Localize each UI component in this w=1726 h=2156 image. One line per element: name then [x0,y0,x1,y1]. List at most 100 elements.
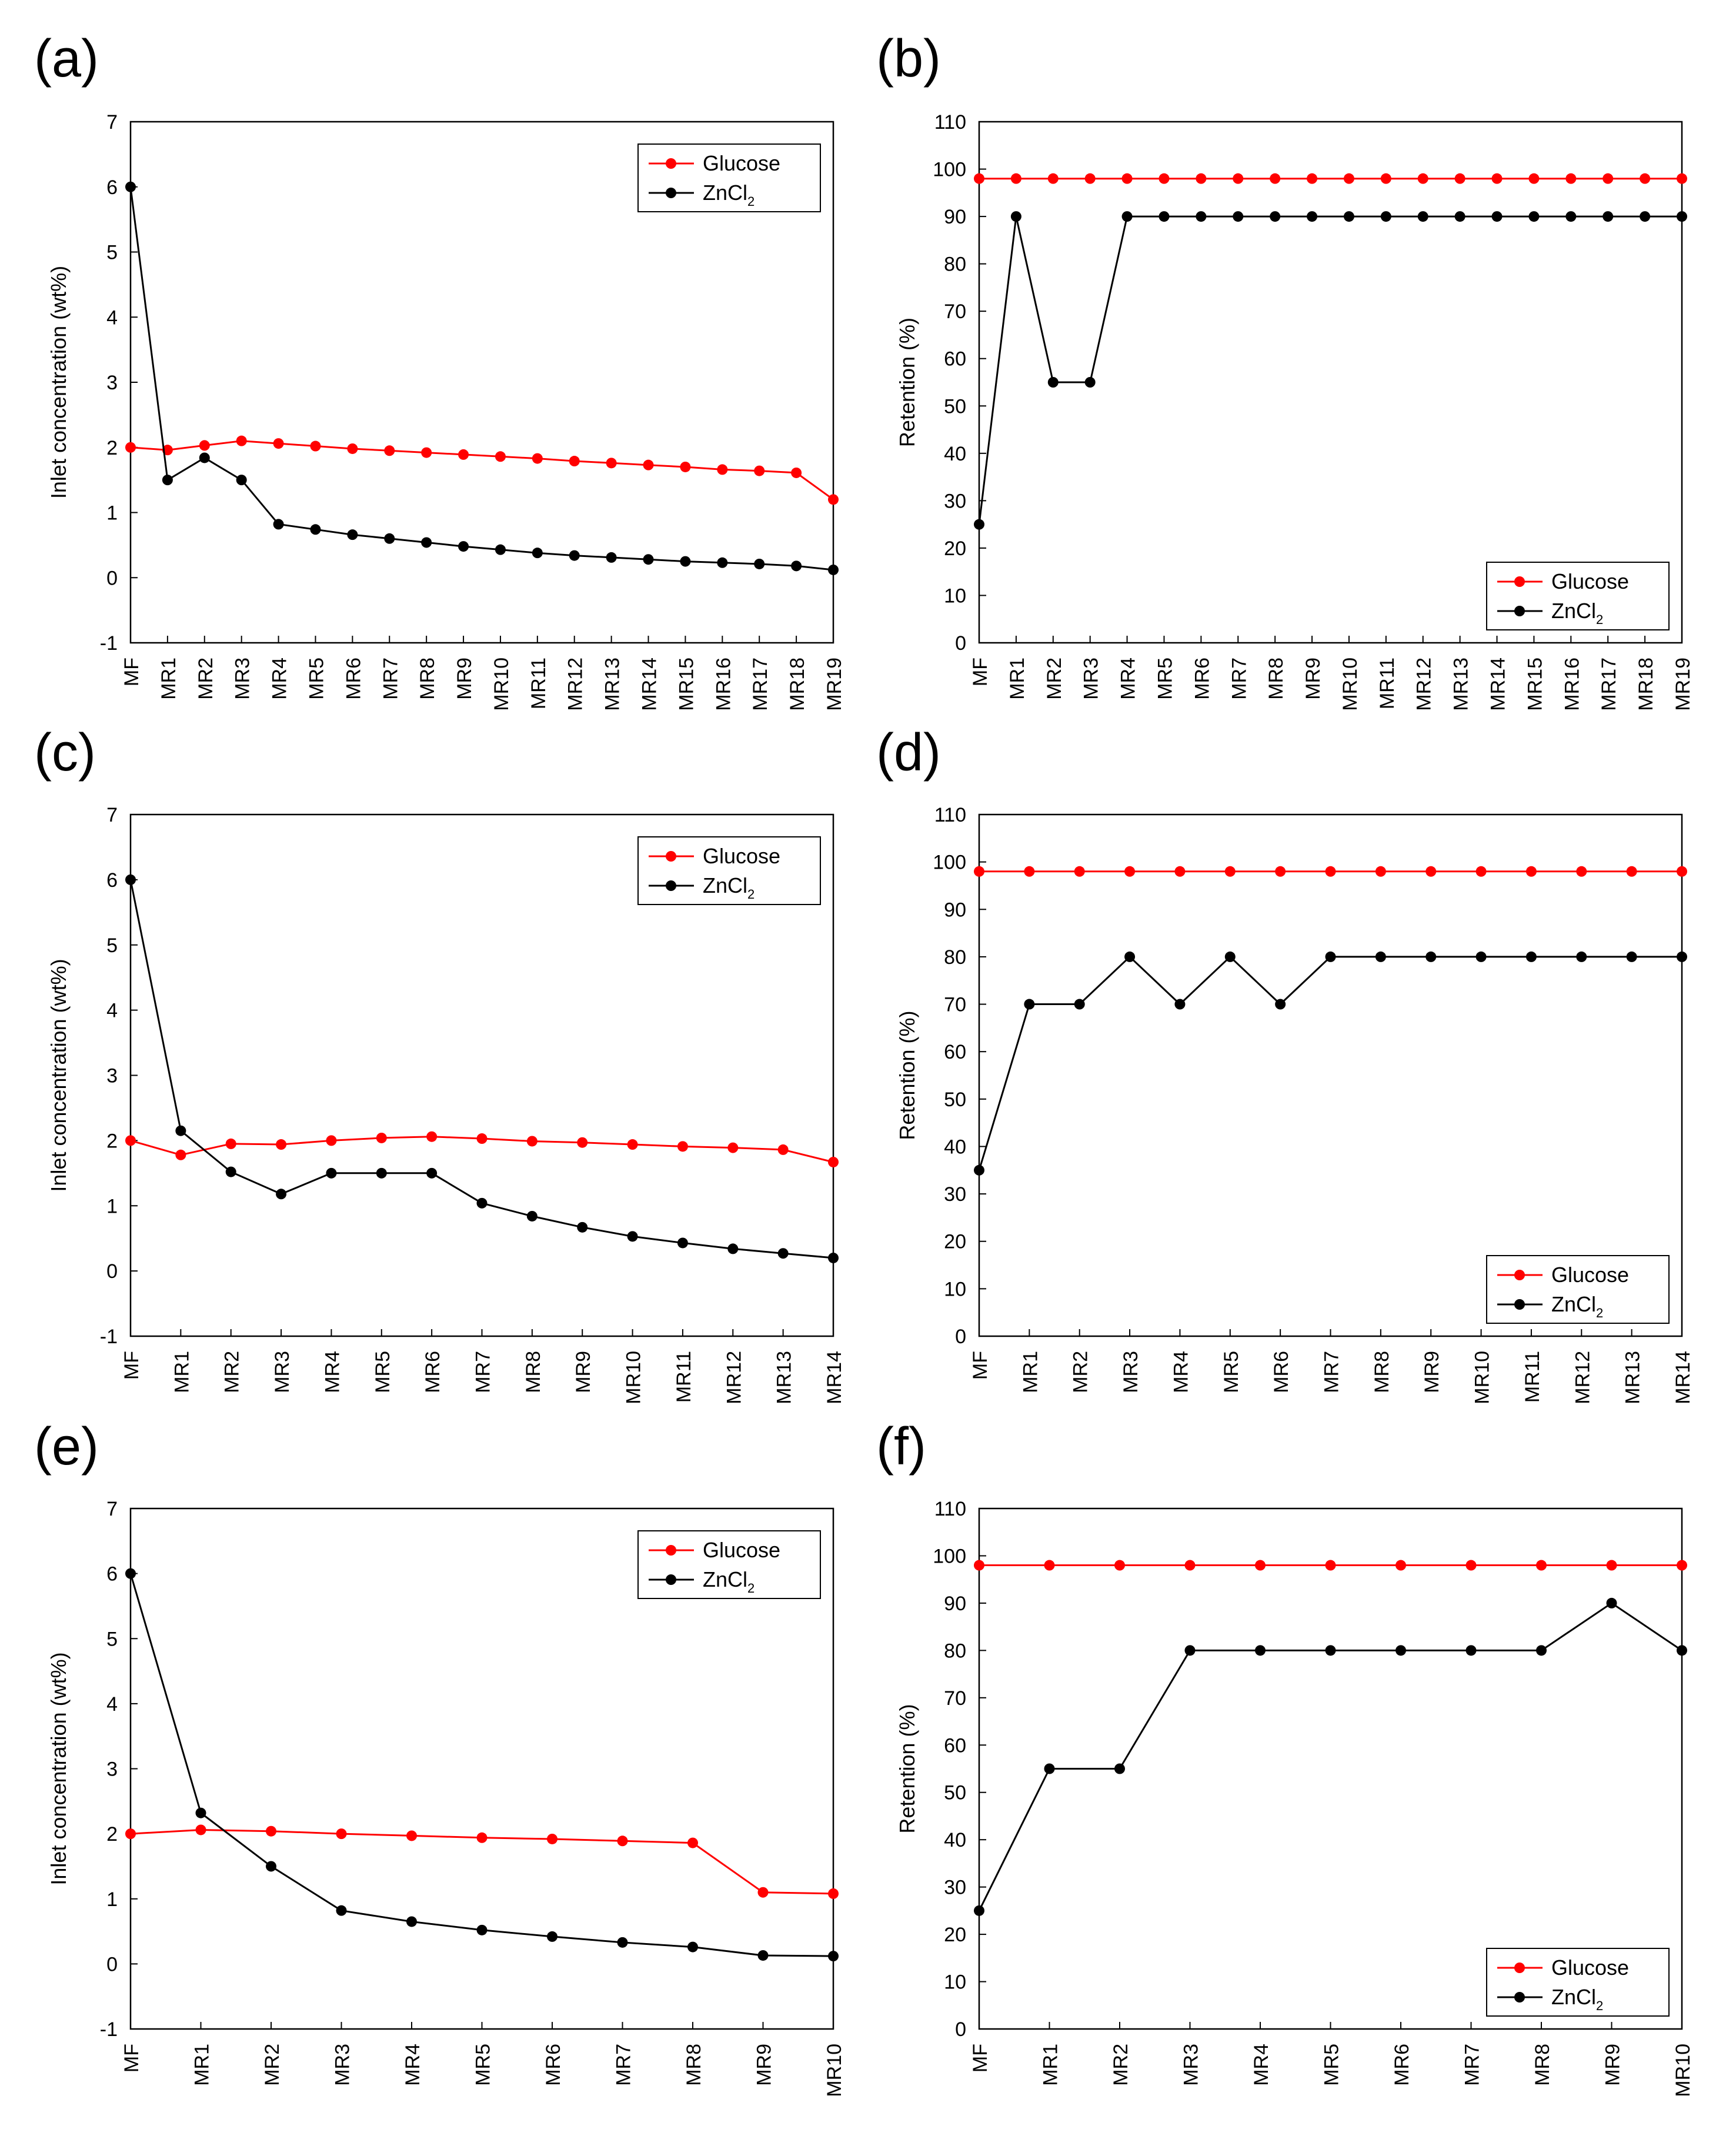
y-tick-label: 70 [944,994,966,1016]
data-point-glucose [1047,173,1059,184]
data-point-glucose [195,1824,206,1835]
y-tick-label: 6 [106,869,118,892]
data-point-zncl2 [754,558,765,569]
data-point-zncl2 [680,556,691,567]
series-line-zncl2 [129,1573,834,1957]
data-point-glucose [1465,1560,1477,1571]
legend: Glucose ZnCl2 [637,143,821,212]
data-point-glucose [347,443,358,454]
data-point-zncl2 [225,1166,236,1177]
legend-label-zncl2: ZnCl2 [1551,1292,1603,1320]
data-point-glucose [1196,173,1207,184]
y-tick-label: 70 [944,301,966,323]
data-point-glucose [406,1830,417,1841]
x-tick-label: MR18 [1635,658,1657,711]
x-tick-label: MR6 [1270,1351,1293,1393]
legend-swatch-marker-glucose [666,158,676,169]
data-point-zncl2 [526,1210,538,1221]
x-tick-label: MR11 [528,658,550,709]
data-point-glucose [273,438,284,449]
panel-label: (d) [876,723,941,782]
y-tick-label: 0 [955,2018,966,2041]
y-tick-label: -1 [100,632,118,655]
y-tick-label: 60 [944,1734,966,1757]
legend-swatch-marker-zncl2 [1514,1299,1525,1310]
x-tick-label: MR13 [773,1351,796,1404]
data-point-glucose [125,1135,136,1146]
data-point-zncl2 [276,1189,287,1200]
legend-swatch-marker-zncl2 [666,1574,676,1585]
x-tick-label: MR8 [1371,1351,1393,1393]
y-tick-label: -1 [100,2018,118,2041]
data-point-glucose [1576,866,1587,877]
x-tick-label: MR14 [823,1351,846,1404]
x-tick-label: MR6 [1191,658,1213,700]
x-tick-label: MR16 [712,658,735,711]
legend: Glucose ZnCl2 [1486,1255,1670,1324]
data-point-zncl2 [1606,1597,1617,1608]
data-point-zncl2 [1475,951,1487,962]
legend-swatch-marker-zncl2 [1514,606,1525,616]
y-axis-label: Inlet concentration (wt%) [46,266,71,499]
data-point-zncl2 [495,544,506,555]
data-point-zncl2 [376,1167,387,1179]
legend-label-zncl2: ZnCl2 [703,1567,755,1596]
data-point-glucose [236,435,247,446]
x-tick-label: MR1 [1040,2044,1062,2086]
legend-label-glucose: Glucose [1551,1263,1629,1287]
data-point-zncl2 [406,1916,417,1927]
x-tick-label: MR4 [321,1351,343,1393]
x-tick-label: MR10 [490,658,513,711]
x-tick-label: MR1 [1006,658,1029,700]
data-point-zncl2 [627,1231,638,1242]
x-tick-label: MR5 [1220,1351,1243,1393]
x-tick-label: MR5 [1321,2044,1343,2086]
y-tick-label: 20 [944,1924,966,1946]
data-point-glucose [1307,173,1318,184]
data-point-zncl2 [1325,1645,1336,1656]
data-point-zncl2 [727,1243,739,1254]
x-tick-label: MR1 [158,658,180,700]
legend-label-glucose: Glucose [703,151,780,175]
y-tick-label: 50 [944,1782,966,1804]
x-tick-label: MF [121,658,143,686]
data-point-zncl2 [326,1167,337,1179]
y-tick-label: 80 [944,1640,966,1662]
data-point-glucose [974,866,984,877]
x-tick-label: MR6 [342,658,365,700]
data-point-glucose [680,461,691,472]
data-point-zncl2 [577,1221,588,1233]
data-point-glucose [1044,1560,1055,1571]
data-point-zncl2 [1224,951,1236,962]
data-point-zncl2 [1454,211,1465,222]
x-tick-label: MR3 [271,1351,293,1393]
x-tick-label: MR9 [1302,658,1324,700]
data-point-glucose [828,1888,839,1899]
x-tick-label: MR18 [786,658,809,711]
y-tick-label: 80 [944,946,966,969]
x-tick-label: MR3 [1180,2044,1203,2086]
x-tick-label: MR9 [572,1351,595,1393]
data-point-zncl2 [125,1568,136,1579]
data-point-glucose [426,1131,438,1142]
data-point-glucose [1491,173,1503,184]
y-axis-label: Inlet concentration (wt%) [46,1652,71,1885]
x-tick-label: MR11 [1376,658,1398,709]
data-point-zncl2 [1270,211,1281,222]
data-point-zncl2 [974,519,984,530]
data-point-zncl2 [974,1905,984,1916]
data-point-zncl2 [1380,211,1391,222]
y-tick-label: 4 [106,1693,118,1716]
data-point-glucose [532,453,543,464]
y-tick-label: 0 [955,1326,966,1348]
data-point-glucose [974,1560,984,1571]
y-tick-label: 7 [106,804,118,826]
data-point-zncl2 [195,1807,206,1818]
y-tick-label: 90 [944,1593,966,1615]
data-point-glucose [266,1825,276,1837]
data-point-glucose [569,456,580,467]
y-tick-label: 20 [944,1231,966,1253]
x-tick-label: MR15 [1524,658,1546,711]
x-tick-label: MF [121,1351,143,1380]
